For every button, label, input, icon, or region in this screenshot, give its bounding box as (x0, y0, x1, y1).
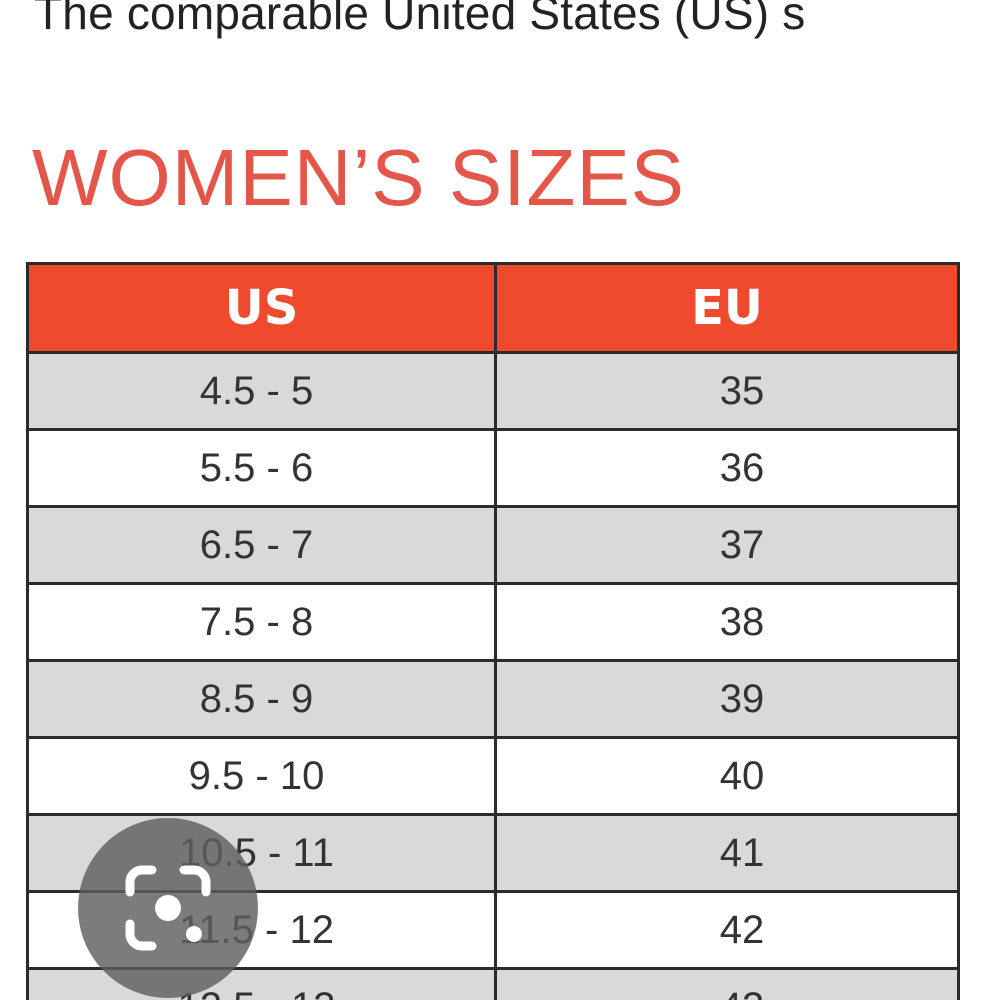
table-row: 7.5 - 8 38 (26, 582, 960, 662)
eu-size-cell: 43 (494, 967, 960, 1000)
us-size-cell: 12.5 - 13 (26, 967, 497, 1000)
eu-size-cell: 37 (494, 505, 960, 585)
lens-search-icon (125, 865, 211, 951)
eu-size-cell: 40 (494, 736, 960, 816)
size-chart-table: US EU 4.5 - 5 35 5.5 - 6 36 6.5 - 7 37 7… (26, 262, 960, 1000)
us-size-cell: 4.5 - 5 (26, 351, 497, 431)
table-row: 9.5 - 10 40 (26, 736, 960, 816)
table-row: 5.5 - 6 36 (26, 428, 960, 508)
us-size-cell: 5.5 - 6 (26, 428, 497, 508)
column-header-eu: EU (494, 262, 960, 354)
us-size-cell: 9.5 - 10 (26, 736, 497, 816)
eu-size-cell: 38 (494, 582, 960, 662)
eu-size-cell: 42 (494, 890, 960, 970)
us-size-cell: 8.5 - 9 (26, 659, 497, 739)
page-title: WOMEN’S SIZES (32, 133, 686, 222)
intro-text: The comparable United States (US) s (34, 0, 806, 39)
table-row: 8.5 - 9 39 (26, 659, 960, 739)
lens-search-button[interactable] (78, 818, 258, 998)
eu-size-cell: 39 (494, 659, 960, 739)
eu-size-cell: 35 (494, 351, 960, 431)
us-size-cell: 7.5 - 8 (26, 582, 497, 662)
table-header-row: US EU (26, 262, 960, 354)
eu-size-cell: 41 (494, 813, 960, 893)
table-row: 6.5 - 7 37 (26, 505, 960, 585)
eu-size-cell: 36 (494, 428, 960, 508)
us-size-cell: 6.5 - 7 (26, 505, 497, 585)
table-row: 12.5 - 13 43 (26, 967, 960, 1000)
column-header-us: US (26, 262, 497, 354)
table-row: 4.5 - 5 35 (26, 351, 960, 431)
table-row: 10.5 - 11 41 (26, 813, 960, 893)
